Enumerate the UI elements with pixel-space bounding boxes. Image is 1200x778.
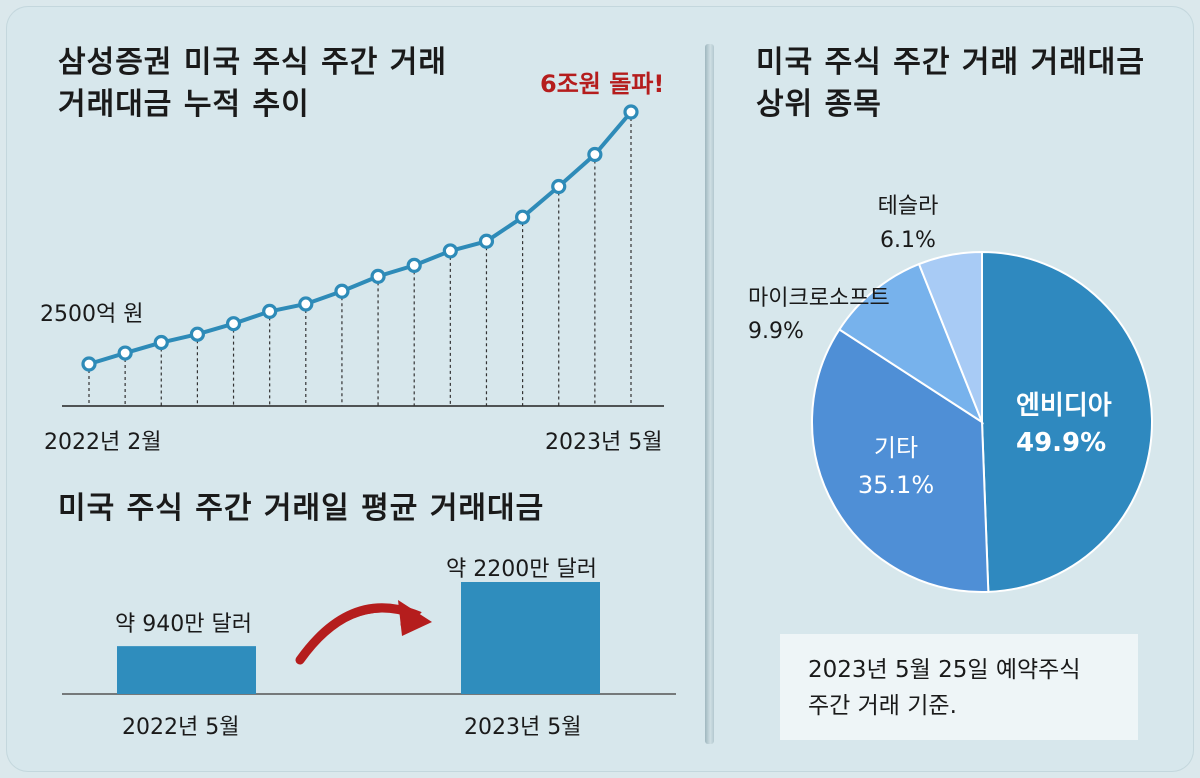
line-point xyxy=(514,209,531,225)
source-note: 2023년 5월 25일 예약주식 주간 거래 기준. xyxy=(780,634,1138,740)
line-point xyxy=(117,345,133,361)
line-start-date-label: 2022년 2월 xyxy=(44,430,162,455)
pie-slice-other xyxy=(811,328,990,593)
line-series xyxy=(88,110,633,366)
line-point xyxy=(334,283,350,299)
pie-label-microsoft: 마이크로소프트 xyxy=(748,286,890,311)
bar-1 xyxy=(117,646,256,694)
bar-2 xyxy=(461,582,600,694)
line-point xyxy=(551,178,567,195)
pie-label-tesla: 테슬라 xyxy=(878,194,939,219)
bar-chart xyxy=(62,582,676,695)
source-note-line1: 2023년 5월 25일 예약주식 xyxy=(808,657,1081,683)
pie-value-nvidia: 49.9% xyxy=(1016,428,1106,458)
line-point xyxy=(587,146,603,163)
pie-label-nvidia: 엔비디아 xyxy=(1016,391,1112,421)
bar1-value-label: 약 940만 달러 xyxy=(115,612,252,637)
line-start-value-label: 2500억 원 xyxy=(40,302,144,327)
pie-chart-title-line1: 미국 주식 주간 거래 거래대금 xyxy=(756,45,1145,80)
pie-value-microsoft: 9.9% xyxy=(748,319,804,344)
pie-chart: 엔비디아 49.9% 기타 35.1% 마이크로소프트 9.9% 테슬라 6.1% xyxy=(748,194,1153,593)
increase-arrow-head xyxy=(398,600,432,636)
pie-slice-nvidia xyxy=(981,250,1153,593)
line-point xyxy=(623,104,639,120)
pie-slice-microsoft xyxy=(837,262,985,425)
line-point xyxy=(189,326,205,342)
line-point xyxy=(81,356,97,372)
line-point xyxy=(406,257,422,273)
pie-value-other: 35.1% xyxy=(858,471,934,499)
line-point xyxy=(370,268,386,284)
bar1-category-label: 2022년 5월 xyxy=(122,715,240,740)
line-point xyxy=(153,334,169,351)
bar-chart-title: 미국 주식 주간 거래일 평균 거래대금 xyxy=(58,491,545,526)
line-point xyxy=(262,303,278,320)
line-point xyxy=(298,296,314,312)
line-chart-title-line1: 삼성증권 미국 주식 주간 거래 xyxy=(58,45,447,80)
line-chart-title-line2: 거래대금 누적 추이 xyxy=(58,87,310,122)
line-point xyxy=(225,316,242,332)
pie-chart-title-line2: 상위 종목 xyxy=(756,87,882,122)
line-chart xyxy=(62,104,664,407)
line-end-value-label: 6조원 돌파! xyxy=(540,70,665,98)
line-point xyxy=(478,233,495,249)
line-point xyxy=(442,243,458,259)
pie-label-other: 기타 xyxy=(874,434,918,462)
source-note-line2: 주간 거래 기준. xyxy=(808,693,957,719)
panel-divider xyxy=(705,44,714,744)
bar2-value-label: 약 2200만 달러 xyxy=(446,557,597,582)
bar2-category-label: 2023년 5월 xyxy=(464,715,582,740)
pie-value-tesla: 6.1% xyxy=(880,228,936,253)
pie-slice-tesla xyxy=(917,250,983,423)
line-end-date-label: 2023년 5월 xyxy=(545,430,663,455)
